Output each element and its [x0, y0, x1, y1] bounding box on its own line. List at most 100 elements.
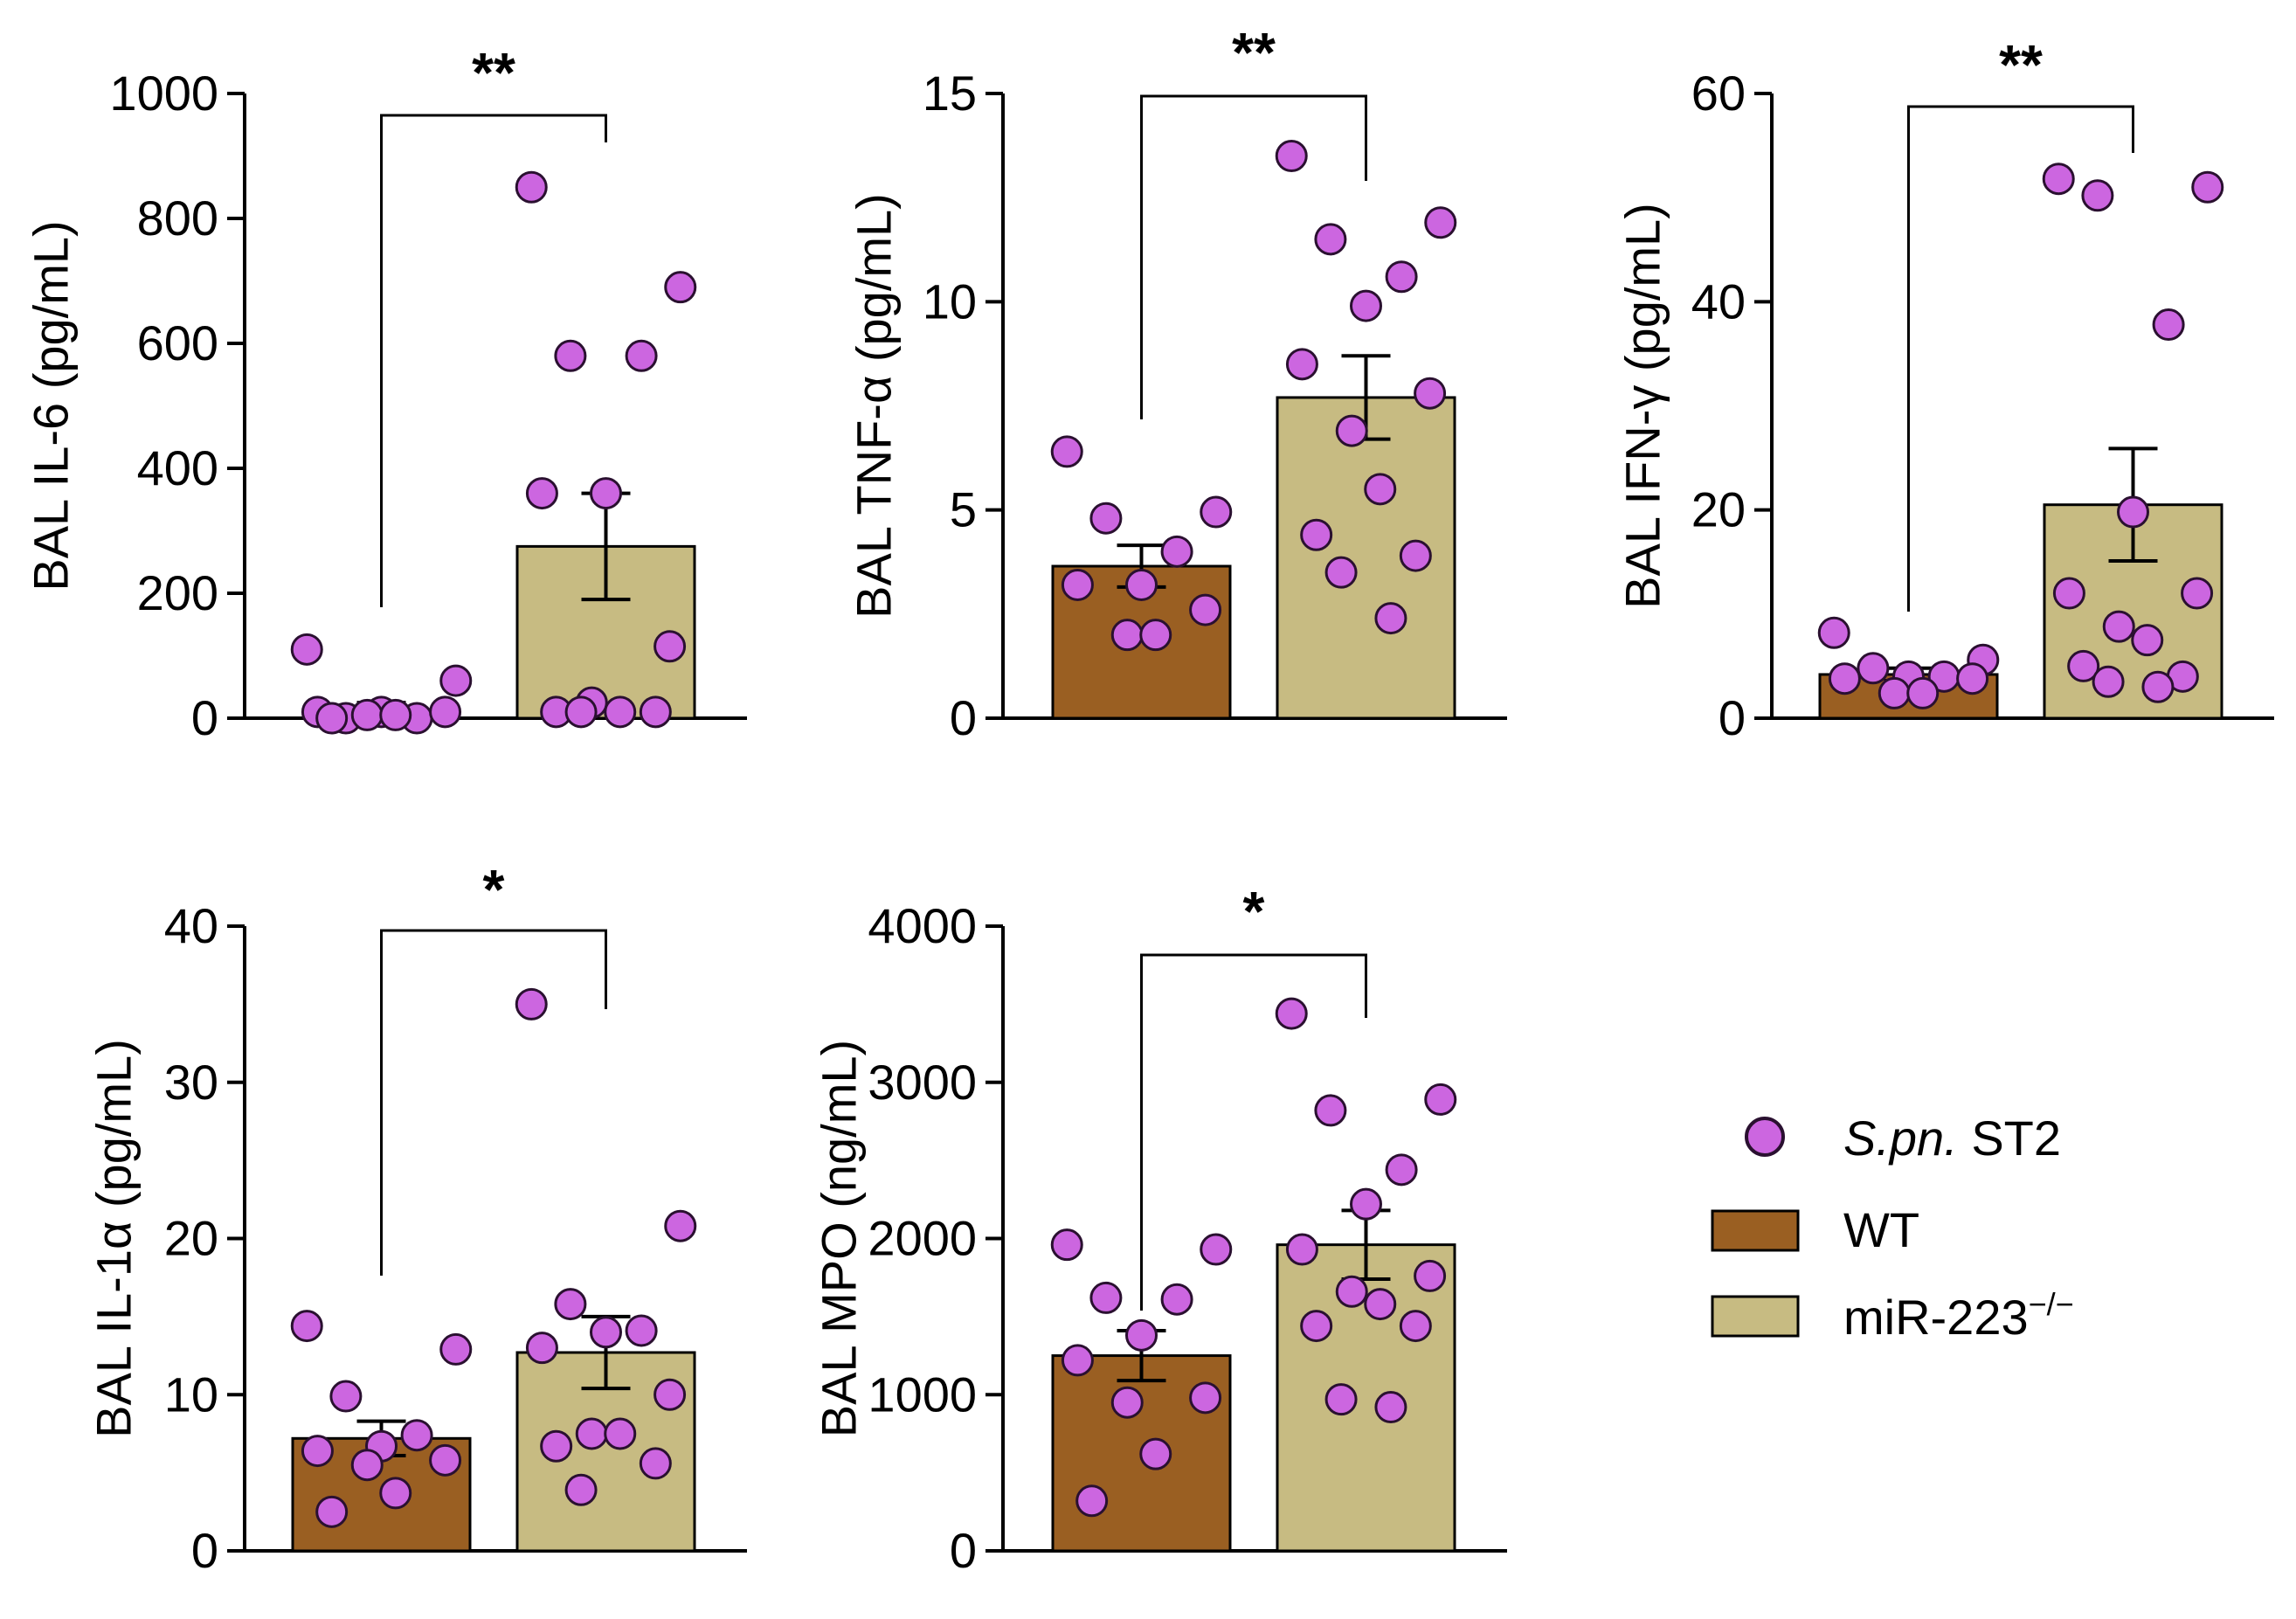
- il1a-y-tick-label: 20: [164, 1211, 218, 1266]
- ifn-panel: 0 20 40 60 BAL IFN-γ (pg/mL) **: [1615, 33, 2274, 745]
- il6-data-point: [315, 702, 349, 735]
- ifn-significance-label: **: [1999, 33, 2043, 96]
- ifn-data-point: [2141, 670, 2175, 703]
- il1a-y-tick-label: 30: [164, 1055, 218, 1110]
- mpo-data-point: [1374, 1391, 1407, 1424]
- ifn-data-point: [1906, 676, 1940, 709]
- tnf-data-point: [1160, 535, 1193, 568]
- il1a-data-point: [290, 1310, 323, 1343]
- legend-wt-swatch: [1711, 1209, 1800, 1252]
- il1a-data-point: [590, 1316, 622, 1349]
- il6-data-point: [625, 339, 658, 372]
- mpo-y-tick-label: 1000: [868, 1366, 977, 1422]
- il1a-data-point: [301, 1435, 334, 1468]
- mpo-data-point: [1350, 1187, 1382, 1221]
- ifn-data-point: [2191, 170, 2224, 204]
- legend-dot-label: S.pn. ST2: [1843, 1110, 2061, 1166]
- mpo-y-tick-label: 2000: [868, 1211, 977, 1266]
- mpo-data-point: [1399, 1310, 1432, 1343]
- tnf-data-point: [1424, 206, 1457, 239]
- mpo-data-point: [1414, 1259, 1447, 1292]
- mpo-y-axis-title: BAL MPO (ng/mL): [812, 1040, 867, 1437]
- tnf-data-point: [1200, 495, 1233, 529]
- il6-data-point: [590, 477, 622, 510]
- il6-data-point: [664, 271, 697, 304]
- il1a-y-axis-title: BAL IL-1α (pg/mL): [86, 1039, 142, 1438]
- ifn-data-point: [1878, 676, 1911, 709]
- tnf-data-point: [1324, 556, 1358, 589]
- mpo-data-point: [1139, 1437, 1172, 1470]
- il6-y-tick-label: 200: [137, 565, 218, 620]
- il6-y-tick-label: 1000: [109, 66, 218, 121]
- legend-dot-italic: S.pn.: [1843, 1110, 1958, 1166]
- mpo-data-point: [1385, 1153, 1418, 1187]
- ifn-data-point: [2102, 610, 2135, 643]
- mpo-y-tick-label: 4000: [868, 898, 977, 953]
- tnf-data-point: [1189, 593, 1222, 626]
- il1a-data-point: [350, 1449, 384, 1482]
- il6-data-point: [429, 695, 462, 729]
- mpo-y-tick-label: 3000: [868, 1055, 977, 1110]
- tnf-data-point: [1374, 602, 1407, 635]
- il1a-data-point: [604, 1417, 637, 1450]
- mpo-data-point: [1300, 1310, 1333, 1343]
- il1a-data-point: [625, 1314, 658, 1347]
- tnf-y-tick-label: 15: [923, 66, 977, 121]
- il6-data-point: [439, 664, 473, 697]
- ifn-data-point: [2092, 665, 2125, 698]
- tnf-y-tick-label: 0: [950, 690, 977, 745]
- mpo-data-point: [1075, 1484, 1109, 1518]
- mpo-data-point: [1050, 1228, 1083, 1262]
- il6-data-point: [350, 698, 384, 731]
- il1a-y-tick-label: 0: [191, 1523, 218, 1578]
- tnf-y-axis-title: BAL TNF-α (pg/mL): [847, 193, 902, 619]
- tnf-data-point: [1125, 568, 1158, 601]
- ifn-data-point: [2081, 179, 2114, 212]
- mpo-data-point: [1275, 997, 1308, 1030]
- il6-y-tick-label: 600: [137, 315, 218, 370]
- il1a-significance-bracket: [380, 929, 607, 1276]
- ifn-data-point: [2152, 308, 2185, 342]
- ifn-y-axis-title: BAL IFN-γ (pg/mL): [1615, 203, 1670, 609]
- ifn-data-point: [2117, 495, 2149, 529]
- mpo-y-tick-label: 0: [950, 1523, 977, 1578]
- mpo-data-point: [1424, 1083, 1457, 1116]
- tnf-significance-label: **: [1232, 21, 1276, 84]
- il6-data-point: [515, 170, 548, 204]
- tnf-y-tick-label: 5: [950, 482, 977, 537]
- tnf-data-point: [1110, 619, 1144, 652]
- il1a-data-point: [554, 1288, 587, 1321]
- il1a-data-point: [575, 1417, 608, 1450]
- ifn-y-tick-label: 60: [1691, 66, 1746, 121]
- il6-data-point: [525, 477, 558, 510]
- tnf-data-point: [1335, 414, 1368, 447]
- mpo-panel: 0 1000 2000 3000 4000 BAL MPO (ng/mL) *: [812, 880, 1507, 1578]
- mpo-data-point: [1110, 1386, 1144, 1419]
- mpo-data-point: [1160, 1283, 1193, 1316]
- tnf-data-point: [1285, 348, 1318, 381]
- il1a-data-point: [429, 1443, 462, 1477]
- il1a-data-point: [664, 1209, 697, 1242]
- mpo-data-point: [1061, 1344, 1094, 1377]
- ifn-data-point: [2181, 577, 2214, 610]
- legend-dot-rest: ST2: [1958, 1110, 2061, 1166]
- tnf-panel: 0 5 10 15 BAL TNF-α (pg/mL) **: [847, 21, 1507, 745]
- il6-panel: 0 200 400 600 800 1000 BAL IL-6 (pg/mL) **: [24, 41, 747, 745]
- mpo-data-point: [1314, 1094, 1347, 1127]
- il6-data-point: [379, 698, 412, 731]
- il1a-data-point: [654, 1378, 687, 1411]
- tnf-data-point: [1414, 377, 1447, 410]
- ifn-y-tick-label: 20: [1691, 482, 1746, 537]
- legend: S.pn. ST2 WT miR-223−/−: [1711, 1110, 2074, 1345]
- mpo-data-point: [1324, 1383, 1358, 1416]
- il6-y-tick-label: 0: [191, 690, 218, 745]
- mpo-data-point: [1089, 1281, 1123, 1314]
- tnf-data-point: [1300, 518, 1333, 551]
- legend-dot-marker: [1745, 1117, 1785, 1157]
- il6-y-tick-label: 400: [137, 440, 218, 495]
- il6-data-point: [639, 695, 672, 729]
- ifn-significance-bracket: [1907, 105, 2134, 612]
- tnf-data-point: [1050, 435, 1083, 468]
- ifn-y-tick-label: 40: [1691, 273, 1746, 329]
